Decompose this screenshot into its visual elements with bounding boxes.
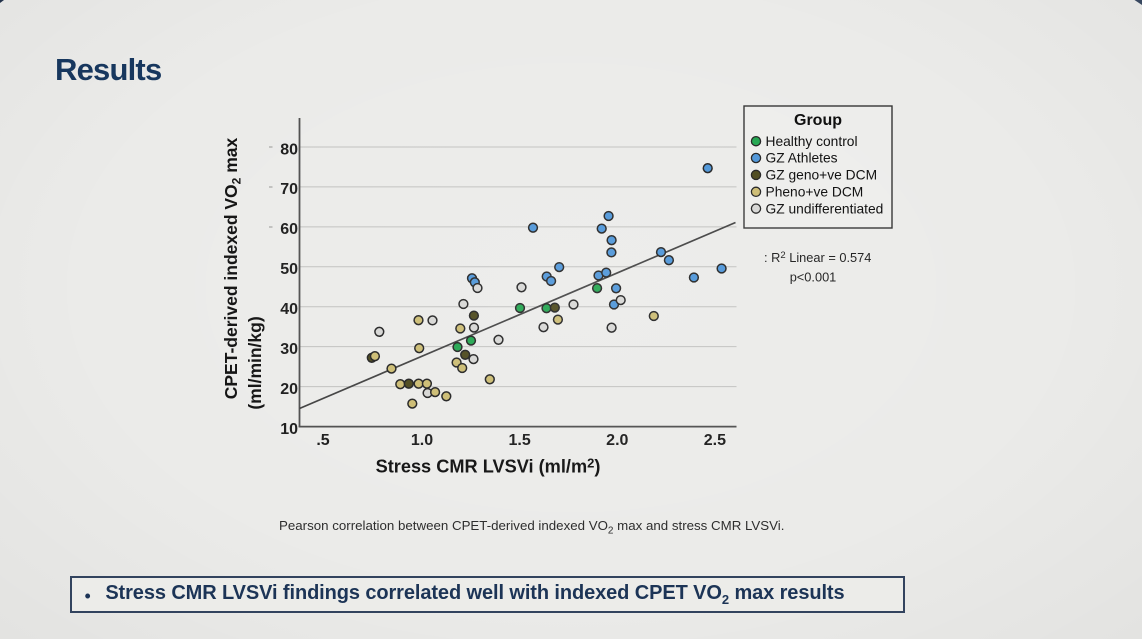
- svg-text:p<0.001: p<0.001: [790, 270, 837, 285]
- svg-text:30: 30: [280, 341, 298, 358]
- svg-text:80: 80: [280, 141, 298, 158]
- svg-text:.5: .5: [316, 432, 329, 449]
- svg-text:10: 10: [280, 421, 298, 438]
- svg-text:2.0: 2.0: [606, 432, 628, 449]
- svg-text:50: 50: [280, 261, 298, 278]
- svg-text:2.5: 2.5: [704, 432, 726, 449]
- svg-text:GZ undifferentiated: GZ undifferentiated: [766, 201, 884, 216]
- svg-text:70: 70: [280, 181, 298, 198]
- svg-text:GZ Athletes: GZ Athletes: [766, 151, 838, 166]
- svg-text:60: 60: [280, 221, 298, 238]
- svg-text:40: 40: [280, 301, 298, 318]
- svg-text:Group: Group: [794, 112, 842, 129]
- svg-text:1.0: 1.0: [411, 432, 433, 449]
- svg-text:20: 20: [280, 381, 298, 398]
- svg-text:(ml/min/kg): (ml/min/kg): [245, 316, 265, 409]
- svg-text:Healthy control: Healthy control: [766, 134, 858, 149]
- svg-text:CPET-derived indexed VO2 max: CPET-derived indexed VO2 max: [221, 137, 244, 399]
- svg-text:GZ geno+ve DCM: GZ geno+ve DCM: [766, 168, 878, 183]
- svg-text:Stress CMR LVSVi (ml/m2): Stress CMR LVSVi (ml/m2): [376, 456, 601, 477]
- svg-text:: R2 Linear = 0.574: : R2 Linear = 0.574: [764, 250, 871, 265]
- svg-text:1.5: 1.5: [508, 432, 530, 449]
- svg-text:Pheno+ve DCM: Pheno+ve DCM: [766, 185, 864, 200]
